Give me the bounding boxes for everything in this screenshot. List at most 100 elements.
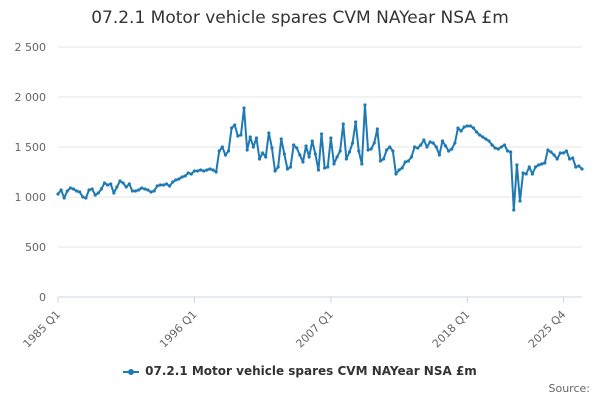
data-point[interactable] [505,149,510,153]
data-point[interactable] [406,159,410,163]
data-point[interactable] [267,131,271,135]
data-point[interactable] [366,148,370,152]
data-point[interactable] [533,165,538,169]
data-point[interactable] [214,170,218,174]
data-point[interactable] [257,157,262,161]
data-point[interactable] [99,187,104,191]
data-point[interactable] [295,146,299,150]
data-point[interactable] [313,152,317,156]
data-point[interactable] [230,126,234,130]
data-point[interactable] [536,163,541,167]
data-point[interactable] [341,122,345,126]
data-point[interactable] [568,157,572,161]
data-point[interactable] [276,165,280,169]
data-point[interactable] [140,186,144,190]
data-point[interactable] [137,188,141,192]
data-point[interactable] [164,182,169,186]
data-point[interactable] [447,149,451,153]
data-point[interactable] [112,191,116,195]
data-point[interactable] [391,149,395,153]
data-point[interactable] [288,165,293,169]
data-point[interactable] [78,190,82,194]
data-point[interactable] [192,169,197,173]
data-point[interactable] [434,145,438,149]
data-point[interactable] [323,166,327,170]
data-point[interactable] [354,120,358,124]
data-point[interactable] [189,172,193,176]
data-point[interactable] [543,161,547,165]
data-point[interactable] [443,144,448,148]
data-point[interactable] [298,153,302,157]
data-point[interactable] [242,106,246,110]
data-point[interactable] [499,145,503,149]
data-point[interactable] [462,125,466,129]
data-point[interactable] [171,180,175,184]
data-point[interactable] [521,171,525,175]
data-point[interactable] [546,148,550,152]
data-point[interactable] [146,188,150,192]
data-point[interactable] [425,145,429,149]
data-point[interactable] [261,151,265,155]
data-point[interactable] [273,169,277,173]
data-point[interactable] [530,172,534,176]
data-point[interactable] [549,150,553,154]
data-point[interactable] [149,190,153,194]
data-point[interactable] [118,179,122,183]
data-point[interactable] [161,183,166,187]
data-point[interactable] [319,132,324,136]
data-point[interactable] [400,166,404,170]
data-point[interactable] [385,148,389,152]
data-point[interactable] [555,157,559,161]
data-point[interactable] [96,191,100,195]
data-point[interactable] [307,155,311,159]
data-point[interactable] [205,168,209,172]
data-point[interactable] [65,189,69,193]
data-point[interactable] [372,141,376,145]
data-point[interactable] [332,162,336,166]
data-point[interactable] [347,150,352,154]
data-point[interactable] [502,143,507,147]
data-point[interactable] [558,151,562,155]
data-point[interactable] [93,193,97,197]
data-point[interactable] [211,168,215,172]
data-point[interactable] [481,135,485,139]
data-point[interactable] [440,139,445,143]
data-point[interactable] [68,186,72,190]
data-point[interactable] [468,124,472,128]
data-point[interactable] [350,141,355,145]
data-point[interactable] [478,133,482,137]
data-point[interactable] [329,136,333,140]
data-point[interactable] [487,139,491,143]
data-point[interactable] [208,167,212,171]
series-line[interactable] [57,104,583,211]
data-point[interactable] [127,182,131,186]
data-point[interactable] [71,187,76,191]
data-point[interactable] [580,167,584,171]
data-point[interactable] [115,185,119,189]
data-point[interactable] [81,195,85,199]
data-point[interactable] [474,130,479,134]
data-point[interactable] [484,137,488,141]
data-point[interactable] [378,159,383,163]
data-point[interactable] [465,124,469,128]
data-point[interactable] [493,146,497,150]
data-point[interactable] [152,189,156,193]
data-point[interactable] [509,150,513,154]
data-point[interactable] [90,187,94,191]
data-point[interactable] [422,138,426,142]
data-point[interactable] [338,149,342,153]
data-point[interactable] [158,183,162,187]
data-point[interactable] [409,155,414,159]
data-point[interactable] [437,153,441,157]
data-point[interactable] [301,160,305,164]
data-point[interactable] [363,103,367,107]
data-point[interactable] [133,189,138,193]
data-point[interactable] [412,145,417,149]
data-point[interactable] [540,162,544,166]
data-point[interactable] [62,196,66,200]
data-point[interactable] [248,135,252,139]
data-point[interactable] [245,148,249,152]
data-point[interactable] [106,183,110,187]
data-point[interactable] [223,153,228,157]
data-point[interactable] [199,168,203,172]
